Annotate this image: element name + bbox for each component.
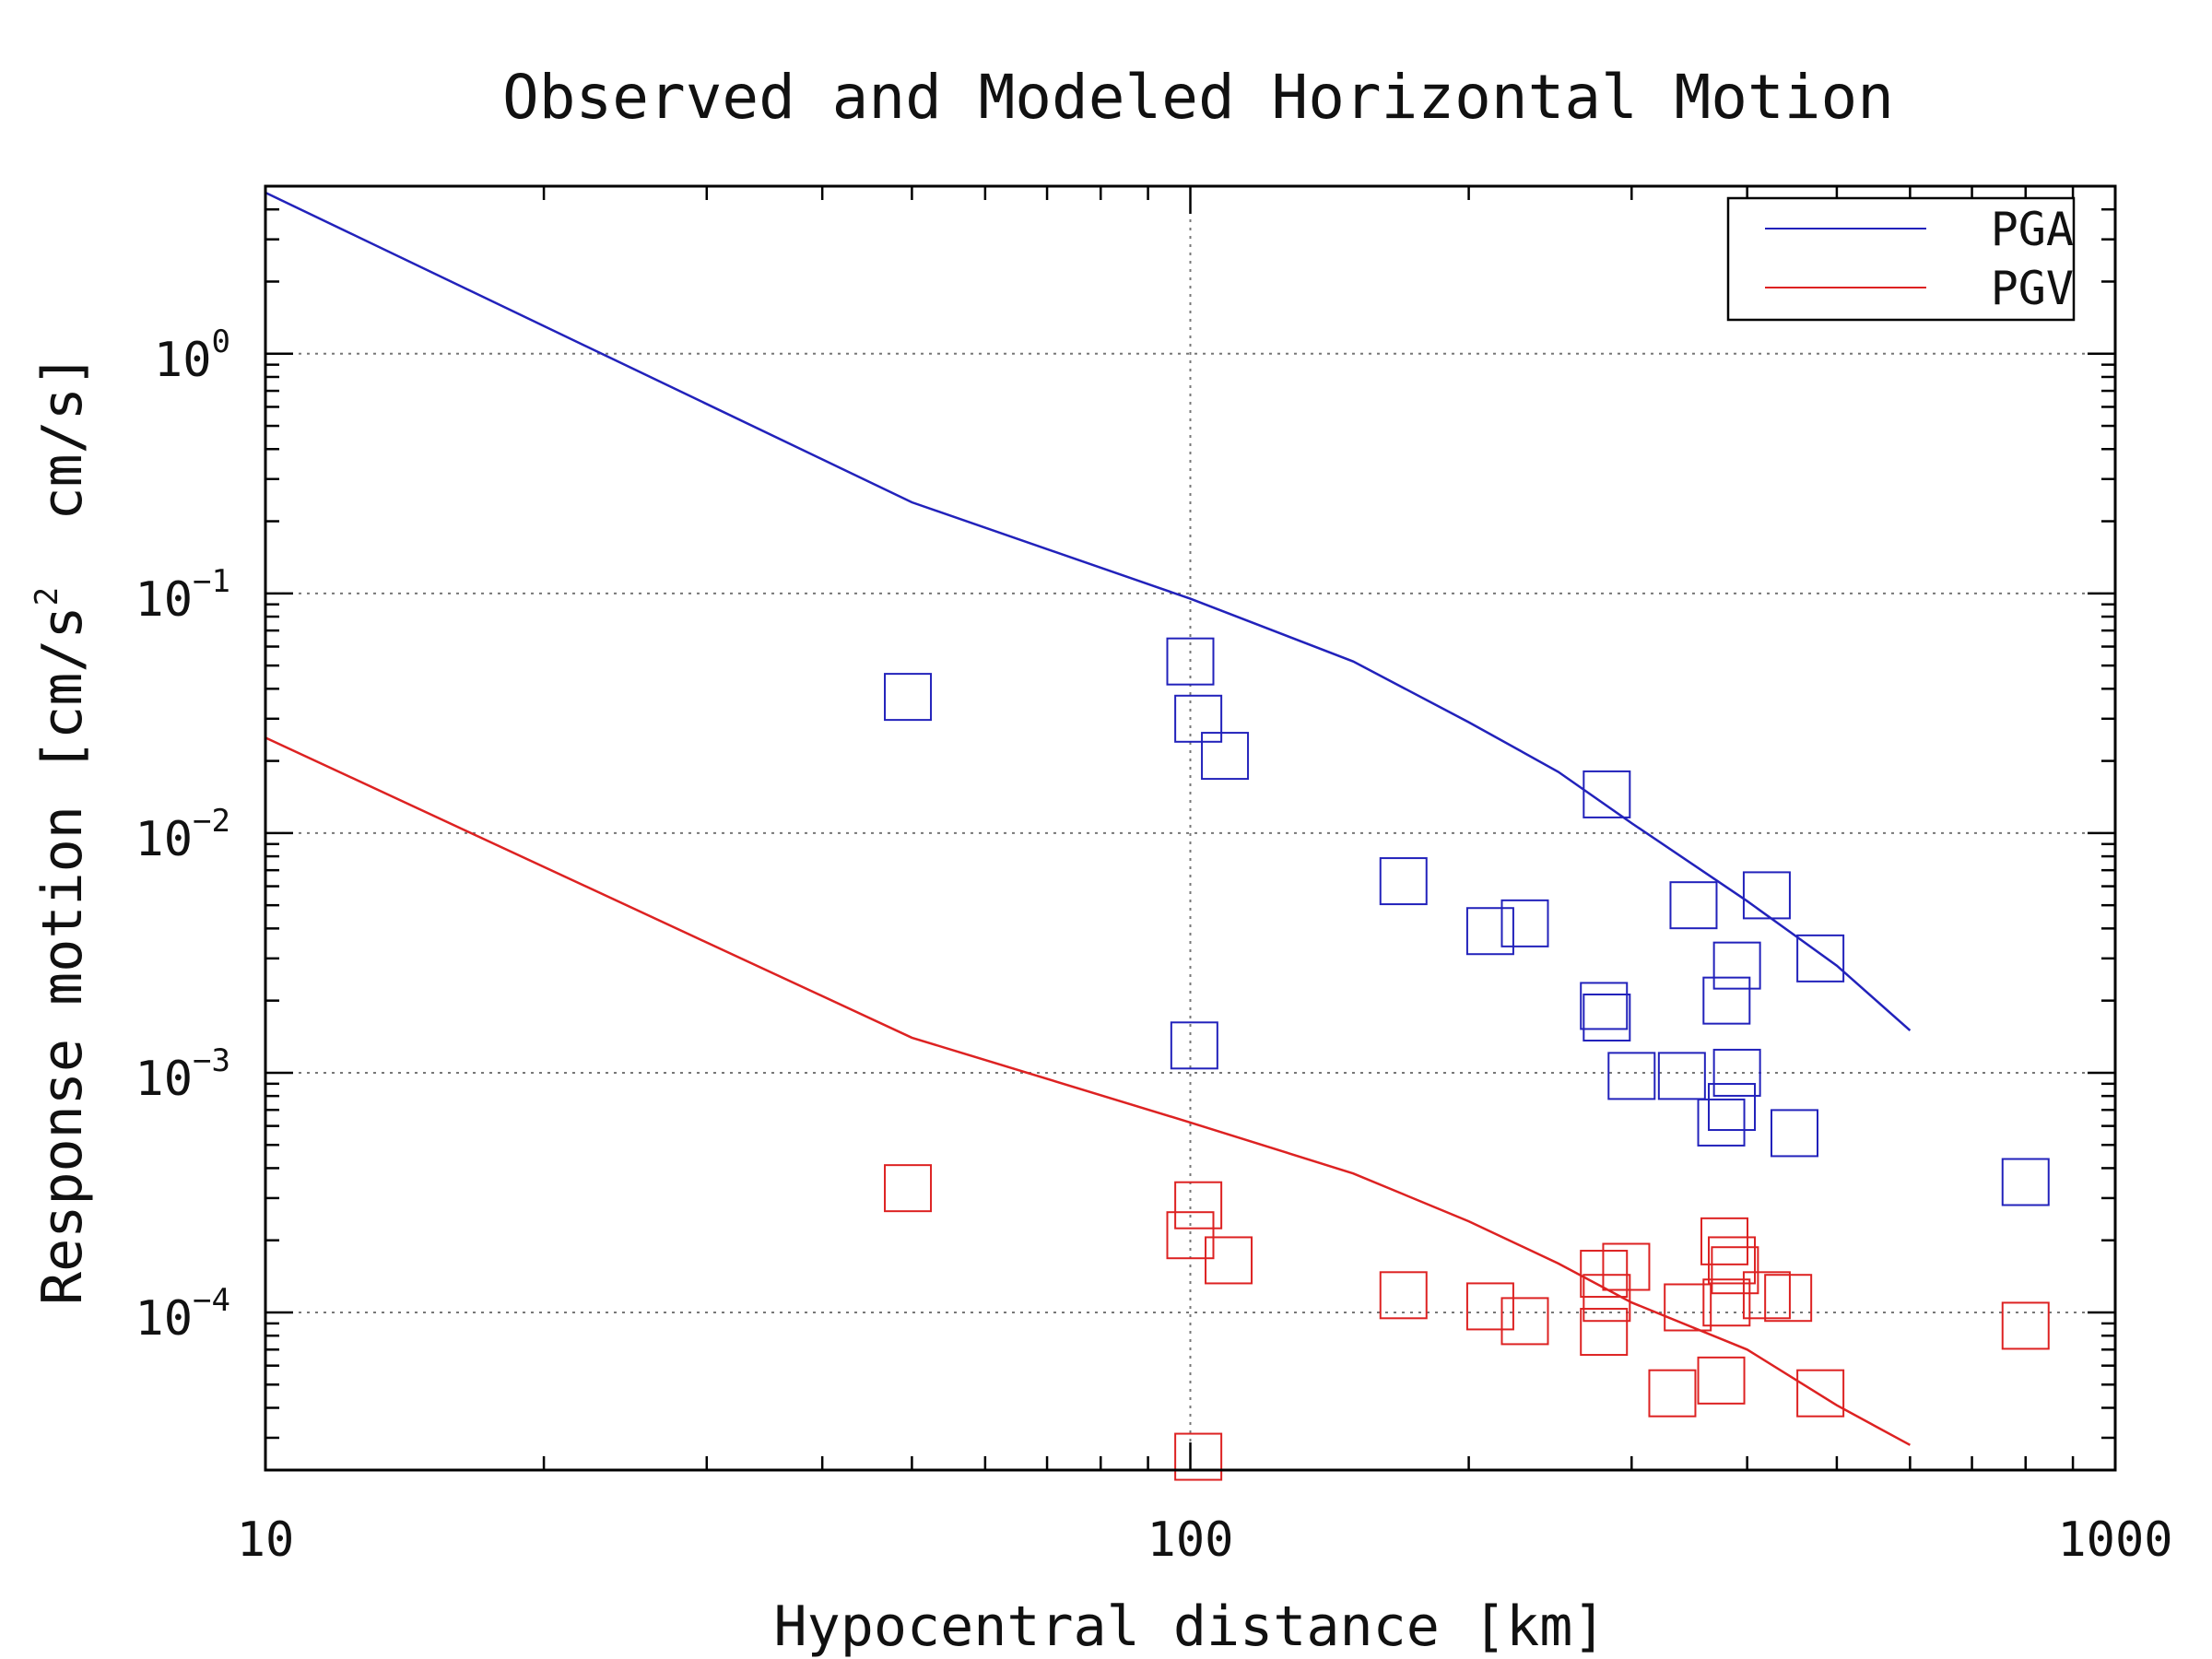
y-tick-label-base: 10: [135, 572, 193, 628]
y-tick-label: 10−4: [135, 1282, 230, 1347]
pga-observed-point: [1174, 694, 1223, 743]
y-tick-label: 10−3: [135, 1042, 230, 1107]
pga-observed-point: [1669, 881, 1718, 930]
pgv-observed-point: [1465, 1282, 1514, 1331]
pga-observed-point: [1583, 770, 1631, 818]
y-tick-label-base: 10: [135, 1052, 193, 1107]
y-tick-label-exponent: −1: [193, 563, 230, 600]
pga-observed-point: [1500, 899, 1549, 947]
pga-observed-point: [1166, 637, 1215, 686]
pgv-observed-point: [2001, 1301, 2050, 1350]
pga-observed-point: [1712, 941, 1761, 990]
pgv-observed-point: [1742, 1271, 1791, 1320]
pga-observed-point: [884, 673, 933, 722]
pgv-observed-point: [1664, 1283, 1712, 1332]
y-tick-label: 10−1: [135, 563, 230, 628]
pgv-observed-point: [1174, 1432, 1223, 1481]
pgv-observed-point: [1697, 1356, 1746, 1405]
pgv-observed-point: [1700, 1217, 1749, 1265]
pgv-observed-point: [1796, 1369, 1845, 1418]
plot-series: [265, 191, 2050, 1481]
y-tick-label-exponent: −3: [193, 1042, 230, 1079]
pga-observed-point: [1465, 907, 1514, 956]
pga-observed-point: [1379, 857, 1428, 906]
y-tick-label: 100: [154, 324, 230, 388]
pga-observed-point: [1742, 871, 1791, 920]
pga-observed-point: [1712, 1048, 1761, 1097]
pga-observed-point: [2001, 1158, 2050, 1206]
y-tick-label-base: 10: [135, 1291, 193, 1347]
pgv-observed-point: [1379, 1271, 1428, 1320]
pga-observed-point: [1657, 1052, 1706, 1100]
y-tick-label-exponent: −4: [193, 1282, 230, 1319]
pgv-observed-point: [1583, 1274, 1631, 1323]
x-tick-label: 10: [237, 1512, 295, 1568]
pga-observed-point: [1697, 1098, 1746, 1147]
pga-model-line: [265, 191, 1912, 1032]
legend-label-pga: PGA: [1991, 203, 2074, 256]
y-tick-label-base: 10: [154, 333, 212, 388]
pga-observed-point: [1702, 976, 1751, 1025]
pgv-observed-point: [1702, 1278, 1751, 1327]
pga-observed-point: [1796, 934, 1845, 982]
pgv-observed-point: [1174, 1181, 1223, 1230]
y-axis-label-tail: cm/s]: [30, 354, 95, 587]
y-axis-label-main: Response motion [cm/s: [30, 606, 95, 1305]
chart-title: Observed and Modeled Horizontal Motion: [502, 62, 1894, 133]
pgv-observed-point: [1764, 1274, 1813, 1323]
pga-observed-point: [1201, 732, 1250, 781]
pgv-observed-point: [1602, 1242, 1651, 1291]
pgv-observed-point: [1648, 1369, 1697, 1418]
pga-observed-point: [1708, 1083, 1757, 1132]
pgv-observed-point: [1711, 1246, 1759, 1295]
y-axis-label: Response motion [cm/s2 cm/s]: [29, 354, 95, 1305]
pga-observed-point: [1580, 982, 1629, 1030]
pga-observed-point: [1170, 1021, 1218, 1070]
pgv-model-line: [265, 736, 1911, 1446]
pga-observed-point: [1607, 1052, 1656, 1100]
y-axis-label-superscript: 2: [29, 587, 65, 606]
pgv-observed-point: [884, 1164, 933, 1213]
y-tick-label-exponent: −2: [193, 803, 230, 840]
legend: PGA PGV: [1726, 196, 2076, 322]
x-tick-label: 100: [1147, 1512, 1234, 1568]
pgv-observed-point: [1500, 1297, 1549, 1346]
y-tick-label: 10−2: [135, 803, 230, 867]
legend-label-pgv: PGV: [1991, 262, 2074, 315]
pga-observed-point: [1583, 994, 1631, 1042]
pgv-observed-point: [1708, 1236, 1757, 1285]
x-tick-label: 1000: [2057, 1512, 2172, 1568]
pgv-observed-point: [1580, 1308, 1629, 1357]
grid: [265, 186, 2115, 1470]
legend-box: [1726, 196, 2076, 322]
y-tick-label-base: 10: [135, 812, 193, 867]
y-tick-label-exponent: 0: [212, 324, 230, 360]
pga-observed-point: [1770, 1109, 1818, 1158]
pgv-observed-point: [1205, 1236, 1253, 1285]
x-axis-label: Hypocentral distance [km]: [773, 1594, 1606, 1659]
pgv-observed-point: [1166, 1211, 1215, 1260]
